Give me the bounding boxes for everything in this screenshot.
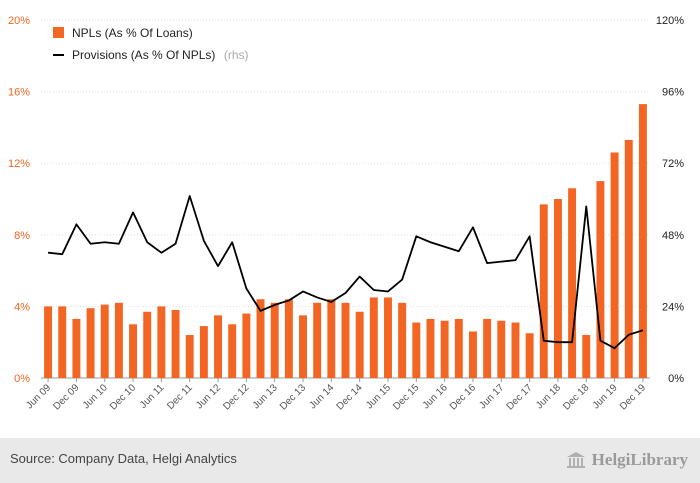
- footer: Source: Company Data, Helgi Analytics He…: [0, 438, 700, 483]
- x-tick-label: Dec 15: [391, 382, 421, 412]
- left-tick-label: 4%: [14, 301, 30, 313]
- logo-text: HelgiLibrary: [591, 450, 688, 469]
- right-tick-label: 72%: [662, 158, 684, 170]
- npl-bar: [129, 324, 138, 378]
- npl-bar: [497, 320, 506, 378]
- x-tick-label: Jun 16: [421, 382, 450, 411]
- x-tick-label: Jun 13: [251, 382, 280, 411]
- npl-bar: [525, 333, 534, 378]
- npl-bar: [256, 299, 265, 378]
- npl-bar: [596, 181, 605, 378]
- x-tick-label: Dec 16: [448, 382, 478, 412]
- npl-bar: [384, 297, 392, 378]
- npl-bar: [355, 311, 364, 378]
- npl-bar: [157, 306, 166, 378]
- helgi-library-logo: HelgiLibrary: [566, 448, 688, 472]
- legend-label-provisions: Provisions (As % Of NPLs) (rhs): [72, 46, 249, 63]
- left-tick-label: 0%: [14, 373, 30, 385]
- left-tick-label: 20%: [8, 15, 30, 27]
- npl-bar: [568, 188, 577, 378]
- npl-bar: [44, 306, 53, 378]
- x-tick-label: Jun 12: [194, 382, 223, 411]
- library-building-icon: [566, 452, 585, 468]
- x-tick-label: Jun 09: [24, 382, 53, 411]
- right-tick-label: 0%: [668, 373, 684, 385]
- source-text: Source: Company Data, Helgi Analytics: [10, 451, 237, 466]
- x-tick-label: Jun 18: [534, 382, 563, 411]
- x-tick-label: Dec 12: [221, 382, 251, 412]
- npl-bar: [582, 335, 591, 378]
- npl-bar: [72, 318, 81, 378]
- left-tick-label: 12%: [8, 158, 30, 170]
- npl-bar: [426, 318, 435, 378]
- x-tick-label: Dec 14: [335, 382, 365, 412]
- npl-bar: [398, 302, 407, 378]
- npl-bar: [468, 331, 477, 378]
- npl-bar: [228, 324, 237, 378]
- npl-bar: [454, 318, 463, 378]
- x-tick-label: Dec 17: [505, 382, 535, 412]
- npl-bars: [44, 104, 647, 378]
- legend: NPLs (As % Of Loans) Provisions (As % Of…: [53, 26, 249, 63]
- npl-bar: [86, 308, 95, 378]
- npl-bar: [199, 326, 208, 378]
- provisions-line: [47, 195, 644, 350]
- x-tick-label: Dec 19: [618, 382, 648, 412]
- x-tick-label: Dec 13: [278, 382, 308, 412]
- npl-bar: [638, 104, 647, 378]
- legend-label-npl: NPLs (As % Of Loans): [72, 26, 193, 40]
- npl-bar: [270, 302, 279, 378]
- npl-bar: [171, 309, 180, 378]
- npl-bar: [100, 304, 109, 378]
- provisions-line-group: [47, 195, 644, 350]
- x-tick-label: Jun 19: [591, 382, 620, 411]
- npl-bar: [299, 315, 307, 378]
- npl-bar: [369, 297, 378, 378]
- x-tick-label: Jun 15: [364, 382, 393, 411]
- npl-bar: [114, 302, 123, 378]
- right-axis: 0% 24% 48% 72% 96% 120%: [656, 15, 684, 385]
- chart: 0% 4% 8% 12% 16% 20% 0% 24% 48% 72% 96% 120% Jun 0…: [8, 15, 684, 413]
- right-tick-label: 24%: [662, 301, 684, 313]
- npl-bar: [553, 199, 562, 378]
- legend-label-provisions-note: (rhs): [224, 48, 249, 62]
- npl-bar: [412, 322, 421, 378]
- npl-bar: [440, 320, 449, 378]
- npl-bar: [327, 299, 336, 378]
- npl-bar: [341, 302, 350, 378]
- npl-bar: [624, 139, 633, 378]
- npl-bar: [511, 322, 520, 378]
- npl-bar: [58, 306, 67, 378]
- x-tick-label: Dec 10: [108, 382, 138, 412]
- npl-bar: [143, 311, 152, 378]
- left-axis: 0% 4% 8% 12% 16% 20%: [8, 15, 30, 385]
- npl-bar: [185, 335, 194, 378]
- legend-swatch-npl: [53, 27, 64, 38]
- npl-bar: [242, 313, 251, 378]
- npl-bar: [483, 318, 492, 378]
- x-tick-label: Dec 09: [51, 382, 81, 412]
- npl-bar: [610, 152, 619, 378]
- npl-bar: [284, 299, 293, 378]
- x-tick-label: Dec 18: [561, 382, 591, 412]
- x-tick-label: Jun 11: [138, 382, 167, 411]
- npl-bar: [214, 315, 223, 378]
- left-tick-label: 8%: [14, 230, 30, 242]
- x-tick-label: Jun 17: [477, 382, 506, 411]
- x-tick-label: Dec 11: [165, 382, 195, 412]
- left-tick-label: 16%: [8, 87, 30, 99]
- right-tick-label: 96%: [662, 87, 684, 99]
- legend-label-provisions-text: Provisions (As % Of NPLs): [72, 48, 215, 62]
- right-tick-label: 120%: [656, 15, 684, 27]
- right-tick-label: 48%: [662, 230, 684, 242]
- x-tick-label: Jun 10: [81, 382, 110, 411]
- x-tick-label: Jun 14: [307, 382, 336, 411]
- npl-bar: [539, 204, 548, 378]
- npl-bar: [313, 302, 322, 378]
